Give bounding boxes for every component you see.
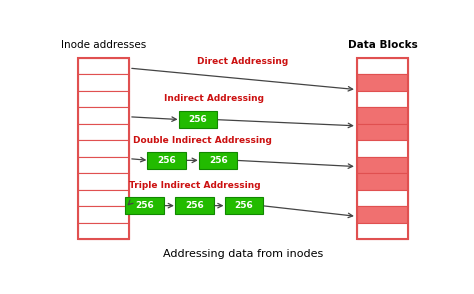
Text: 256: 256: [235, 201, 253, 210]
Text: 256: 256: [135, 201, 154, 210]
Text: 256: 256: [185, 201, 204, 210]
Text: Indirect Addressing: Indirect Addressing: [164, 94, 264, 103]
Text: Triple Indirect Addressing: Triple Indirect Addressing: [129, 181, 261, 190]
FancyBboxPatch shape: [225, 197, 263, 214]
Bar: [357, 58, 408, 74]
Bar: [78, 190, 129, 206]
Text: 256: 256: [209, 156, 228, 165]
Text: Direct Addressing: Direct Addressing: [197, 57, 289, 66]
Bar: [357, 140, 408, 157]
Text: 256: 256: [157, 156, 176, 165]
FancyBboxPatch shape: [199, 152, 237, 169]
Text: Inode addresses: Inode addresses: [61, 40, 146, 50]
FancyBboxPatch shape: [175, 197, 213, 214]
Bar: [78, 157, 129, 173]
Text: 256: 256: [189, 115, 207, 124]
Bar: [78, 124, 129, 140]
Text: Data Blocks: Data Blocks: [347, 40, 418, 50]
Bar: [78, 91, 129, 107]
Bar: [357, 206, 408, 223]
Bar: [357, 173, 408, 190]
Bar: [357, 157, 408, 173]
Bar: [357, 124, 408, 140]
Bar: [357, 58, 408, 239]
Text: Addressing data from inodes: Addressing data from inodes: [163, 249, 323, 259]
Bar: [357, 74, 408, 91]
Bar: [78, 58, 129, 74]
Bar: [78, 107, 129, 124]
FancyBboxPatch shape: [179, 111, 217, 128]
Bar: [357, 107, 408, 124]
Bar: [78, 206, 129, 223]
Bar: [357, 190, 408, 206]
FancyBboxPatch shape: [125, 197, 164, 214]
Bar: [357, 91, 408, 107]
Bar: [78, 58, 129, 239]
Bar: [78, 223, 129, 239]
Bar: [78, 74, 129, 91]
FancyBboxPatch shape: [147, 152, 186, 169]
Bar: [357, 223, 408, 239]
Bar: [78, 173, 129, 190]
Text: Double Indirect Addressing: Double Indirect Addressing: [133, 136, 272, 145]
Bar: [78, 140, 129, 157]
